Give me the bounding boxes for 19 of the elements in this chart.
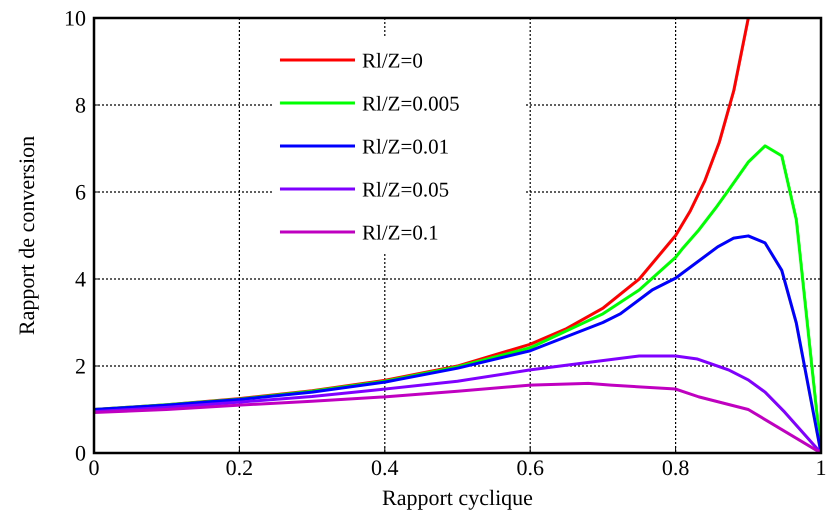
legend-label: Rl/Z=0 <box>362 48 423 72</box>
x-tick-label: 0.2 <box>226 455 254 480</box>
y-tick-label: 8 <box>75 92 86 118</box>
y-tick-label: 4 <box>75 266 86 292</box>
y-tick-label: 2 <box>75 354 86 379</box>
line-series <box>94 354 821 453</box>
y-tick-label: 10 <box>64 6 86 31</box>
y-tick-label: 6 <box>75 180 86 205</box>
legend-label: Rl/Z=0.005 <box>362 91 460 116</box>
x-tick-label: 0.4 <box>371 455 399 480</box>
legend-label: Rl/Z=0.1 <box>362 220 439 244</box>
legend-label: Rl/Z=0.05 <box>362 177 450 202</box>
x-tick-label: 0.8 <box>662 455 690 480</box>
x-tick-label: 0.6 <box>516 455 544 480</box>
x-tick-label: 1 <box>816 455 826 480</box>
y-axis-title: Rapport de conversion <box>14 136 39 336</box>
x-axis-title: Rapport cyclique <box>382 485 533 510</box>
line-series <box>94 382 821 453</box>
legend-label: Rl/Z=0.01 <box>362 134 450 158</box>
